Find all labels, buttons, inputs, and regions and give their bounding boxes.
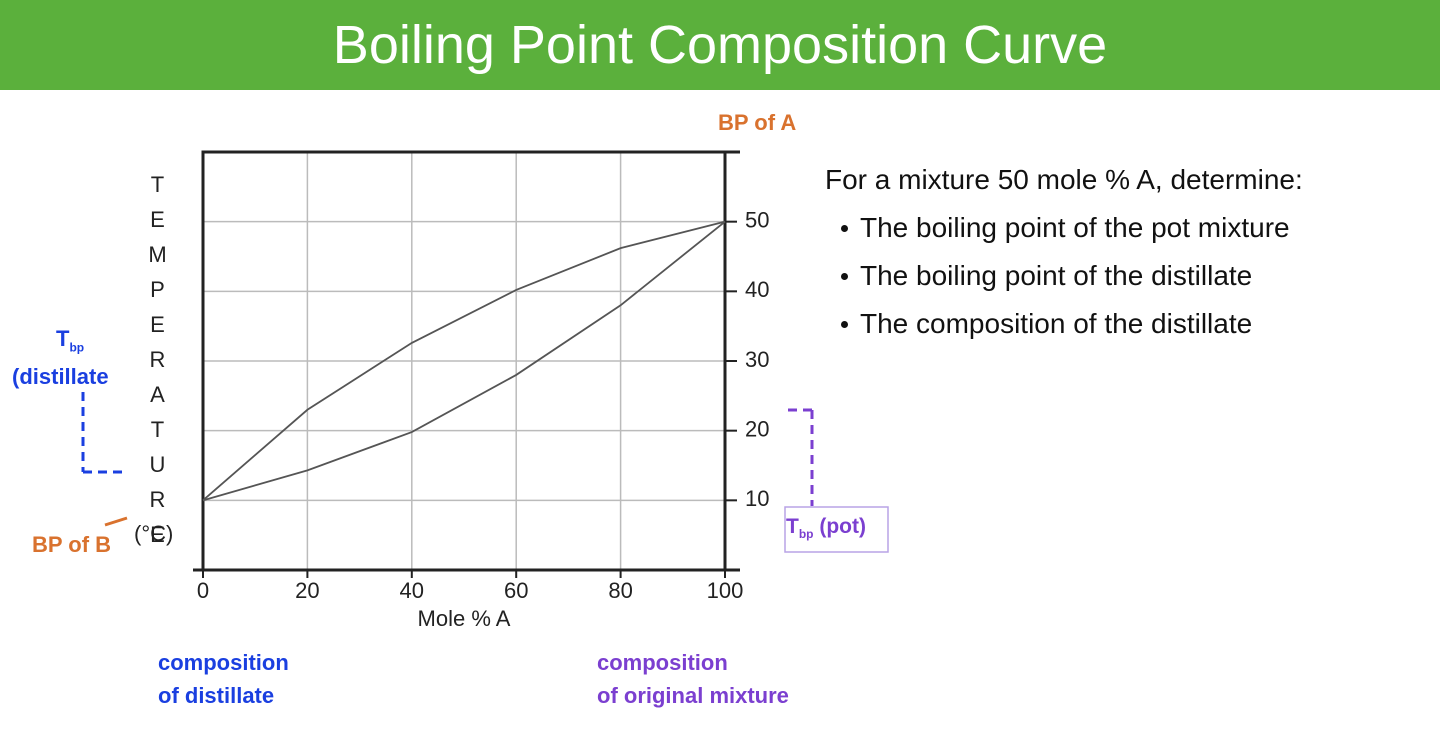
y-tick-label: 40 — [745, 277, 769, 302]
y-tick-label: 20 — [745, 416, 769, 441]
x-tick-label: 100 — [707, 578, 744, 603]
y-tick-label: 50 — [745, 207, 769, 232]
y-axis-label: TEMPERATURE — [145, 172, 170, 557]
label-box — [784, 506, 889, 553]
bullet: The boiling point of the distillate — [860, 260, 1253, 291]
x-tick-label: 0 — [197, 578, 209, 603]
x-tick-label: 60 — [504, 578, 528, 603]
y-tick-label: 30 — [745, 347, 769, 372]
annotation: of distillate — [158, 683, 275, 708]
annotation: Tbp (pot) — [786, 515, 866, 541]
bullet: The composition of the distillate — [860, 308, 1253, 339]
annotation-text: T — [56, 326, 70, 351]
annotation-sub: bp — [798, 527, 814, 542]
bullet-dot — [841, 225, 848, 232]
annotation: composition — [158, 650, 289, 675]
bullet-dot — [841, 321, 848, 328]
slide-title: Boiling Point Composition Curve — [332, 15, 1108, 75]
x-tick-label: 40 — [400, 578, 424, 603]
x-tick-label: 80 — [608, 578, 632, 603]
curve — [202, 220, 726, 502]
x-tick-label: 20 — [295, 578, 319, 603]
annotation-text: T — [786, 515, 799, 538]
bullet: The boiling point of the pot mixture — [860, 212, 1290, 243]
header-bar — [0, 0, 1440, 90]
prompt: For a mixture 50 mole % A, determine: — [825, 164, 1303, 195]
y-tick-label: 10 — [745, 486, 769, 511]
annotation: BP of B — [32, 532, 112, 557]
bullet-dot — [841, 273, 848, 280]
plot-frame — [201, 150, 727, 572]
annotation: of original mixture — [597, 683, 789, 708]
y-axis-unit: (°C) — [134, 521, 174, 546]
annotation: composition — [597, 650, 728, 675]
annotation: BP of A — [718, 110, 797, 135]
annotation: (distillate — [12, 364, 109, 389]
pointer — [104, 516, 128, 527]
curve — [202, 220, 726, 502]
annotation: Tbp — [56, 326, 84, 354]
x-axis-label: Mole % A — [418, 606, 511, 631]
annotation-sub: bp — [69, 340, 85, 355]
annotation-text: (pot) — [819, 515, 866, 538]
